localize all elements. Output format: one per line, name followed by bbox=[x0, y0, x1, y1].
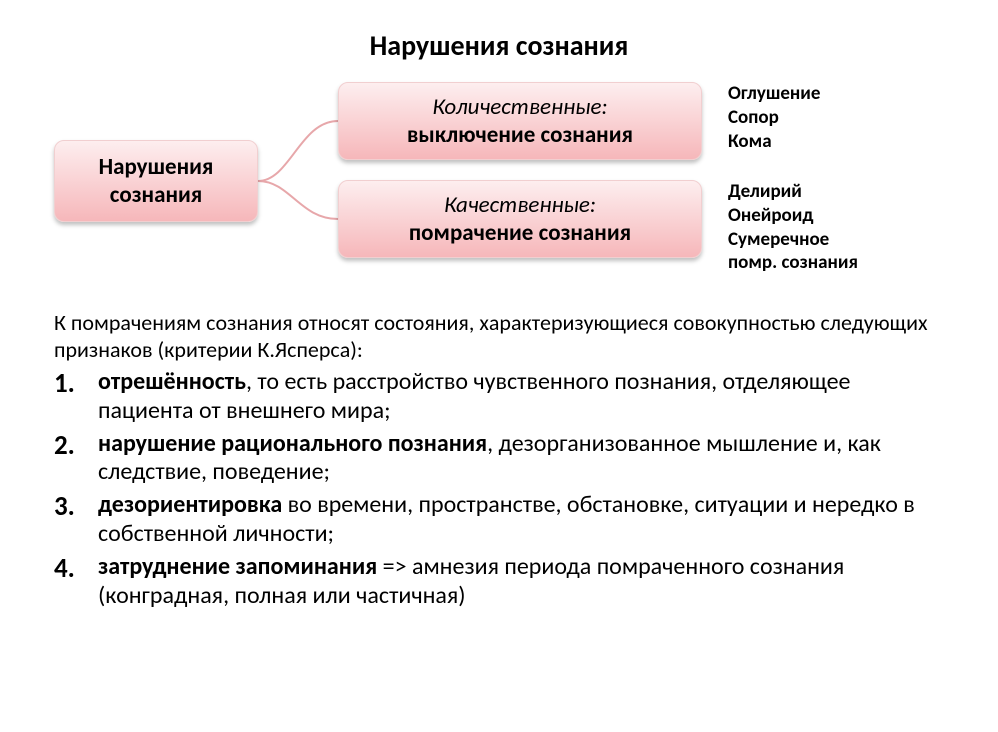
side-list-quantitative: Оглушение Сопор Кома bbox=[728, 82, 820, 153]
criteria-text: отрешённость, то есть расстройство чувст… bbox=[98, 368, 944, 426]
criteria-list: 1. отрешённость, то есть расстройство чу… bbox=[54, 368, 944, 610]
side-list-item: Делирий bbox=[728, 180, 858, 204]
criteria-bold: отрешённость bbox=[98, 367, 246, 396]
side-list-item: помр. сознания bbox=[728, 251, 858, 275]
criteria-text: дезориентировка во времени, пространстве… bbox=[98, 491, 944, 549]
side-list-item: Сумеречное bbox=[728, 228, 858, 252]
criteria-num: 3. bbox=[54, 491, 98, 523]
criteria-num: 4. bbox=[54, 553, 98, 585]
child-node-1-line2: помрачение сознания bbox=[409, 219, 631, 247]
child-node-1-line1: Качественные: bbox=[444, 191, 596, 219]
child-node-quantitative: Количественные: выключение сознания bbox=[338, 82, 702, 160]
side-list-item: Онейроид bbox=[728, 204, 858, 228]
criteria-item: 4. затруднение запоминания => амнезия пе… bbox=[54, 553, 944, 611]
criteria-text: нарушение рационального познания, дезорг… bbox=[98, 430, 944, 488]
side-list-item: Сопор bbox=[728, 106, 820, 130]
criteria-text: затруднение запоминания => амнезия перио… bbox=[98, 553, 944, 611]
criteria-item: 3. дезориентировка во времени, пространс… bbox=[54, 491, 944, 549]
child-node-0-line2: выключение сознания bbox=[407, 121, 633, 149]
root-node-line2: сознания bbox=[110, 181, 203, 209]
side-list-item: Оглушение bbox=[728, 82, 820, 106]
root-node-line1: Нарушения bbox=[99, 153, 214, 181]
criteria-bold: затруднение запоминания bbox=[98, 552, 377, 581]
root-node: Нарушения сознания bbox=[54, 140, 258, 222]
criteria-bold: дезориентировка bbox=[98, 490, 282, 519]
intro-paragraph: К помрачениям сознания относят состояния… bbox=[54, 310, 944, 364]
side-list-qualitative: Делирий Онейроид Сумеречное помр. сознан… bbox=[728, 180, 858, 275]
child-node-0-line1: Количественные: bbox=[432, 93, 607, 121]
criteria-item: 1. отрешённость, то есть расстройство чу… bbox=[54, 368, 944, 426]
criteria-num: 1. bbox=[54, 368, 98, 400]
side-list-item: Кома bbox=[728, 130, 820, 154]
child-node-qualitative: Качественные: помрачение сознания bbox=[338, 180, 702, 258]
criteria-item: 2. нарушение рационального познания, дез… bbox=[54, 430, 944, 488]
page-title: Нарушения сознания bbox=[0, 28, 998, 63]
criteria-bold: нарушение рационального познания bbox=[98, 429, 487, 458]
criteria-num: 2. bbox=[54, 430, 98, 462]
